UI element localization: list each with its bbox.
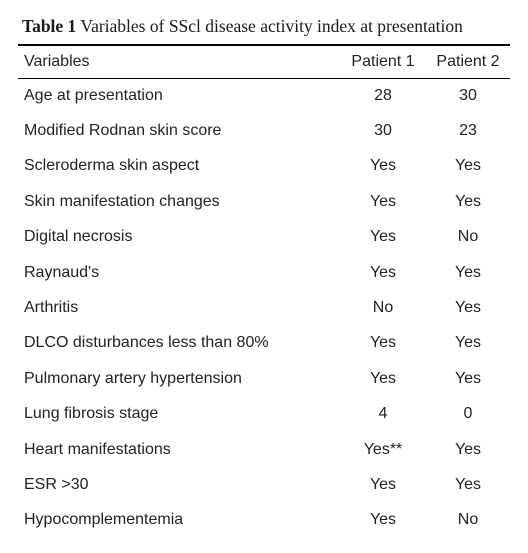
cell-variable: Modified Rodnan skin score: [24, 122, 222, 140]
cell-variable: Age at presentation: [24, 86, 163, 104]
cell-patient-2: Yes: [454, 334, 482, 352]
cell-patient-1: 28: [374, 86, 392, 104]
cell-variable: Lung fibrosis stage: [24, 405, 159, 423]
cell-patient-1: Yes: [369, 157, 397, 175]
cell-patient-1: Yes: [369, 228, 397, 246]
cell-patient-2: Yes: [454, 369, 482, 387]
header-patient-1: Patient 1: [351, 52, 415, 70]
cell-patient-1: Yes: [369, 511, 397, 529]
cell-patient-1: Yes: [369, 192, 397, 210]
cut-off-footnote-text: [18, 546, 518, 553]
table-caption: Table 1 Variables of SScl disease activi…: [22, 16, 463, 37]
cell-patient-2: 30: [459, 86, 477, 104]
table-caption-label: Table 1: [22, 16, 77, 36]
cell-variable: ESR >30: [24, 475, 89, 493]
cell-patient-2: Yes: [454, 157, 482, 175]
table-row: ESR >30 Yes Yes: [18, 467, 510, 502]
table-row: Skin manifestation changes Yes Yes: [18, 184, 510, 219]
table-row: Modified Rodnan skin score 30 23: [18, 113, 510, 148]
cell-variable: Pulmonary artery hypertension: [24, 369, 242, 387]
cell-patient-2: Yes: [454, 440, 482, 458]
table-caption-text: Variables of SScl disease activity index…: [80, 16, 463, 36]
cell-variable: Raynaud's: [24, 263, 100, 281]
cell-patient-1: Yes: [369, 334, 397, 352]
cell-patient-2: 23: [459, 122, 477, 140]
cell-variable: Heart manifestations: [24, 440, 171, 458]
table-row: Lung fibrosis stage 4 0: [18, 397, 510, 432]
top-rule: [18, 44, 510, 46]
header-rule: [18, 78, 510, 79]
cell-patient-2: Yes: [454, 475, 482, 493]
cell-patient-1: 4: [378, 405, 388, 423]
table-row: Hypocomplementemia Yes No: [18, 503, 510, 538]
table-row: Arthritis No Yes: [18, 290, 510, 325]
variables-table: Variables Patient 1 Patient 2 Age at pre…: [18, 45, 510, 538]
cell-variable: Digital necrosis: [24, 228, 133, 246]
cell-variable: Hypocomplementemia: [24, 511, 184, 529]
header-patient-2: Patient 2: [436, 52, 500, 70]
cell-variable: Scleroderma skin aspect: [24, 157, 200, 175]
cell-patient-2: No: [457, 511, 479, 529]
cell-patient-1: Yes: [369, 475, 397, 493]
cell-variable: Skin manifestation changes: [24, 192, 220, 210]
cell-patient-2: No: [457, 228, 479, 246]
cell-patient-1: Yes: [369, 263, 397, 281]
table-row: Age at presentation 28 30: [18, 78, 510, 113]
table-row: DLCO disturbances less than 80% Yes Yes: [18, 326, 510, 361]
table-row: Heart manifestations Yes** Yes: [18, 432, 510, 467]
header-variables: Variables: [24, 52, 90, 70]
cell-patient-1: No: [372, 299, 394, 317]
cell-patient-2: Yes: [454, 299, 482, 317]
cell-patient-1: 30: [374, 122, 392, 140]
cell-variable: Arthritis: [24, 299, 79, 317]
cell-patient-2: Yes: [454, 192, 482, 210]
cell-patient-1: Yes: [369, 369, 397, 387]
table-row: Digital necrosis Yes No: [18, 220, 510, 255]
table-row: Pulmonary artery hypertension Yes Yes: [18, 361, 510, 396]
cell-variable: DLCO disturbances less than 80%: [24, 334, 269, 352]
table-row: Scleroderma skin aspect Yes Yes: [18, 149, 510, 184]
cell-patient-2: Yes: [454, 263, 482, 281]
cell-patient-2: 0: [463, 405, 473, 423]
header-row: Variables Patient 1 Patient 2: [18, 45, 510, 78]
cell-patient-1: Yes**: [363, 440, 403, 458]
table-row: Raynaud's Yes Yes: [18, 255, 510, 290]
